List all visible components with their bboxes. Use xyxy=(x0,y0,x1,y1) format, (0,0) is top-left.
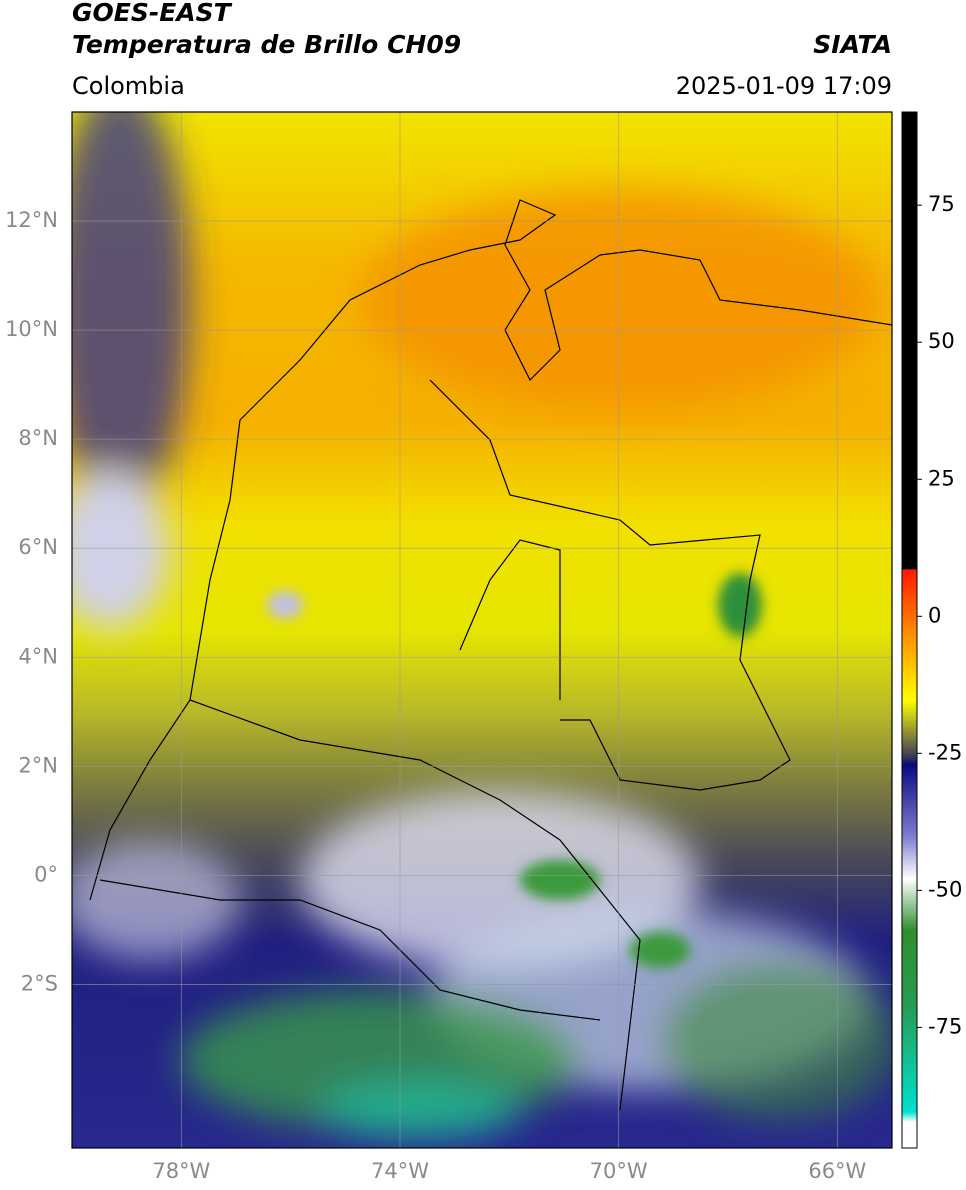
y-tick-label: 8°N xyxy=(18,426,58,450)
x-tick-label: 66°W xyxy=(808,1159,866,1183)
map-frame xyxy=(71,111,893,1149)
timestamp: 2025-01-09 17:09 xyxy=(676,72,892,100)
region: Colombia xyxy=(72,72,185,100)
y-tick-label: 2°N xyxy=(18,753,58,777)
title: Temperatura de Brillo CH09 xyxy=(72,30,461,59)
borders xyxy=(89,199,892,1111)
colorbar-tick-label: 0 xyxy=(928,603,941,627)
y-tick-label: 0° xyxy=(34,862,58,886)
graticule xyxy=(72,112,892,1148)
colorbar-tick-label: -75 xyxy=(928,1014,962,1038)
colorbar-tick-label: 75 xyxy=(928,192,955,216)
colorbar-tick-label: 25 xyxy=(928,466,955,490)
x-tick-label: 70°W xyxy=(590,1159,648,1183)
y-tick-label: 10°N xyxy=(5,317,58,341)
colorbar xyxy=(901,111,918,1149)
colorbar-tick-label: 50 xyxy=(928,329,955,353)
x-tick-label: 78°W xyxy=(152,1159,210,1183)
source: SIATA xyxy=(813,30,892,59)
y-tick-label: 6°N xyxy=(18,535,58,559)
colorbar-tick-label: -50 xyxy=(928,877,962,901)
y-tick-label: 12°N xyxy=(5,208,58,232)
colorbar-tick-label: -25 xyxy=(928,740,962,764)
satellite-image xyxy=(72,112,892,1148)
title: GOES-EAST xyxy=(72,0,233,27)
x-tick-label: 74°W xyxy=(371,1159,429,1183)
y-tick-label: 4°N xyxy=(18,644,58,668)
y-tick-label: 2°S xyxy=(21,971,58,995)
